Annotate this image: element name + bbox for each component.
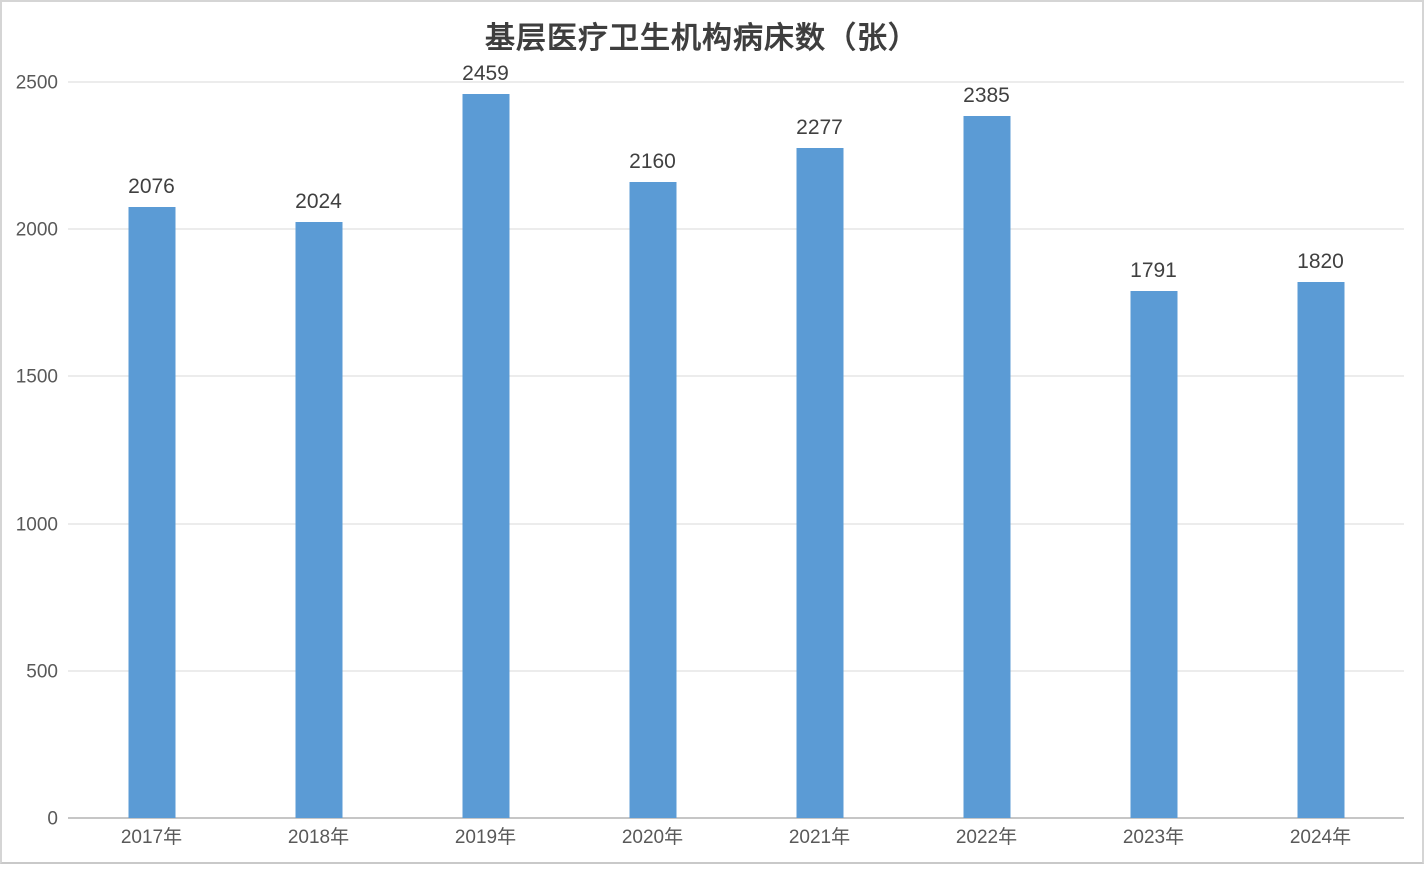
plot-area: 0 500 1000 1500 2000 2500 2076 2017年 2024 2018年 24… [16,63,1404,847]
bar-value-label: 2160 [629,150,676,174]
category-slot: 2459 2019年 [402,63,569,847]
bar-value-label: 2385 [963,83,1010,107]
bar[interactable] [1297,282,1344,818]
chart-title: 基层医疗卫生机构病床数（张） [485,21,919,56]
y-tick-label: 2500 [15,72,58,94]
y-tick-label: 1000 [15,514,58,536]
bar-value-label: 2277 [796,115,843,139]
x-tick-label: 2018年 [287,827,350,848]
y-tick-label: 1500 [15,366,58,388]
category-slot: 2076 2017年 [68,82,235,847]
bar[interactable] [629,182,676,818]
bar[interactable] [295,222,342,818]
bar-value-label: 2076 [128,174,175,198]
bar[interactable] [1130,290,1177,818]
y-tick-label: 500 [26,661,58,683]
gridline [68,375,1404,377]
x-tick-label: 2019年 [454,827,517,848]
gridline [68,81,1404,83]
gridline [68,228,1404,230]
x-tick-label: 2017年 [120,827,183,848]
y-tick-label: 2000 [15,219,58,241]
bar-value-label: 1820 [1297,250,1344,274]
x-tick-label: 2020年 [621,827,684,848]
bar-value-label: 2459 [462,62,509,86]
gridline [68,670,1404,672]
x-tick-label: 2022年 [955,827,1018,848]
category-slot: 2024 2018年 [235,82,402,847]
bar-value-label: 2024 [295,190,342,214]
category-slot: 2160 2020年 [569,82,736,847]
category-slot: 1791 2023年 [1070,82,1237,847]
category-slot: 2277 2021年 [736,82,903,847]
x-tick-label: 2021年 [788,827,851,848]
category-slot: 1820 2024年 [1237,82,1404,847]
bar[interactable] [796,147,843,818]
bar-value-label: 1791 [1130,258,1177,282]
bar[interactable] [462,94,509,818]
y-tick-label: 0 [47,808,58,830]
x-axis-line [68,817,1404,819]
x-tick-label: 2023年 [1122,827,1185,848]
bar[interactable] [963,115,1010,818]
x-tick-label: 2024年 [1289,827,1352,848]
bar[interactable] [128,206,175,818]
category-slot: 2385 2022年 [903,82,1070,847]
gridline [68,523,1404,525]
